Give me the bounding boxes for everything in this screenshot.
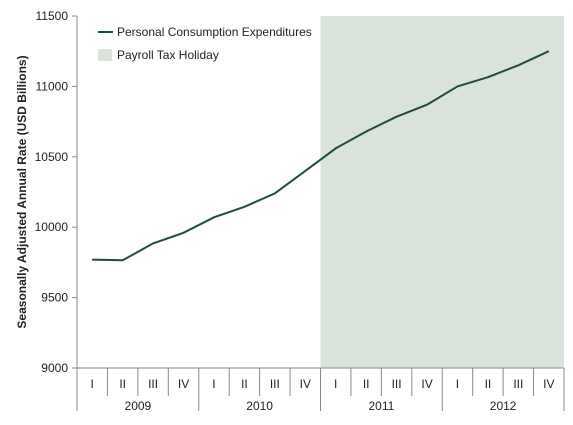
y-tick-label: 11000 bbox=[36, 79, 69, 93]
year-label: 2012 bbox=[490, 399, 517, 413]
y-tick-label: 9000 bbox=[41, 361, 68, 375]
year-label: 2011 bbox=[368, 399, 394, 413]
quarter-label: III bbox=[270, 377, 280, 391]
y-axis-label: Seasonally Adjusted Annual Rate (USD Bil… bbox=[15, 55, 29, 328]
quarter-label: IV bbox=[300, 377, 311, 391]
legend-shade-swatch bbox=[98, 49, 112, 61]
quarter-label: II bbox=[485, 377, 492, 391]
quarter-label: II bbox=[241, 377, 248, 391]
quarter-label: I bbox=[334, 377, 337, 391]
legend-shade-label: Payroll Tax Holiday bbox=[117, 48, 219, 62]
quarter-label: II bbox=[363, 377, 370, 391]
quarter-label: IV bbox=[421, 377, 432, 391]
year-label: 2010 bbox=[246, 399, 273, 413]
quarter-label: I bbox=[212, 377, 215, 391]
y-tick-label: 9500 bbox=[41, 291, 68, 305]
y-tick-label: 10500 bbox=[35, 150, 69, 164]
quarter-label: IV bbox=[178, 377, 189, 391]
quarter-label: I bbox=[456, 377, 459, 391]
year-label: 2009 bbox=[125, 399, 152, 413]
y-axis: 9000 9500 10000 10500 11000 11500 bbox=[35, 9, 78, 375]
quarter-label: II bbox=[119, 377, 126, 391]
legend-series-label: Personal Consumption Expenditures bbox=[117, 25, 312, 39]
quarter-label: I bbox=[91, 377, 94, 391]
quarter-label: III bbox=[392, 377, 402, 391]
legend: Personal Consumption Expenditures Payrol… bbox=[98, 25, 312, 62]
quarter-label: III bbox=[148, 377, 158, 391]
quarter-label: III bbox=[513, 377, 523, 391]
shaded-region bbox=[320, 16, 564, 368]
quarter-label: IV bbox=[543, 377, 554, 391]
series-line bbox=[92, 50, 550, 262]
y-tick-label: 10000 bbox=[35, 220, 69, 234]
y-tick-label: 11500 bbox=[36, 9, 69, 23]
